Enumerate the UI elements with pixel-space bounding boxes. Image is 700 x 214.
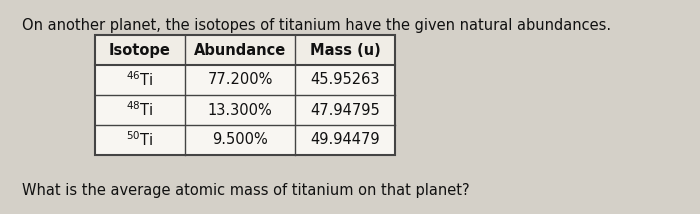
Text: 13.300%: 13.300% [208,103,272,117]
Bar [95,65,395,95]
Bar [95,95,395,125]
Text: $\mathregular{^{46}}$Ti: $\mathregular{^{46}}$Ti [126,71,154,89]
Bar [95,125,395,155]
Text: 45.95263: 45.95263 [310,73,379,88]
Text: What is the average atomic mass of titanium on that planet?: What is the average atomic mass of titan… [22,183,470,198]
Text: On another planet, the isotopes of titanium have the given natural abundances.: On another planet, the isotopes of titan… [22,18,611,33]
Text: Isotope: Isotope [109,43,171,58]
Text: Abundance: Abundance [194,43,286,58]
Text: 77.200%: 77.200% [207,73,273,88]
Text: $\mathregular{^{50}}$Ti: $\mathregular{^{50}}$Ti [126,131,154,149]
Bar [95,35,395,65]
Text: 9.500%: 9.500% [212,132,268,147]
Bar [95,35,395,155]
Text: $\mathregular{^{48}}$Ti: $\mathregular{^{48}}$Ti [126,101,154,119]
Text: 49.94479: 49.94479 [310,132,380,147]
Text: 47.94795: 47.94795 [310,103,380,117]
Text: Mass (u): Mass (u) [309,43,380,58]
